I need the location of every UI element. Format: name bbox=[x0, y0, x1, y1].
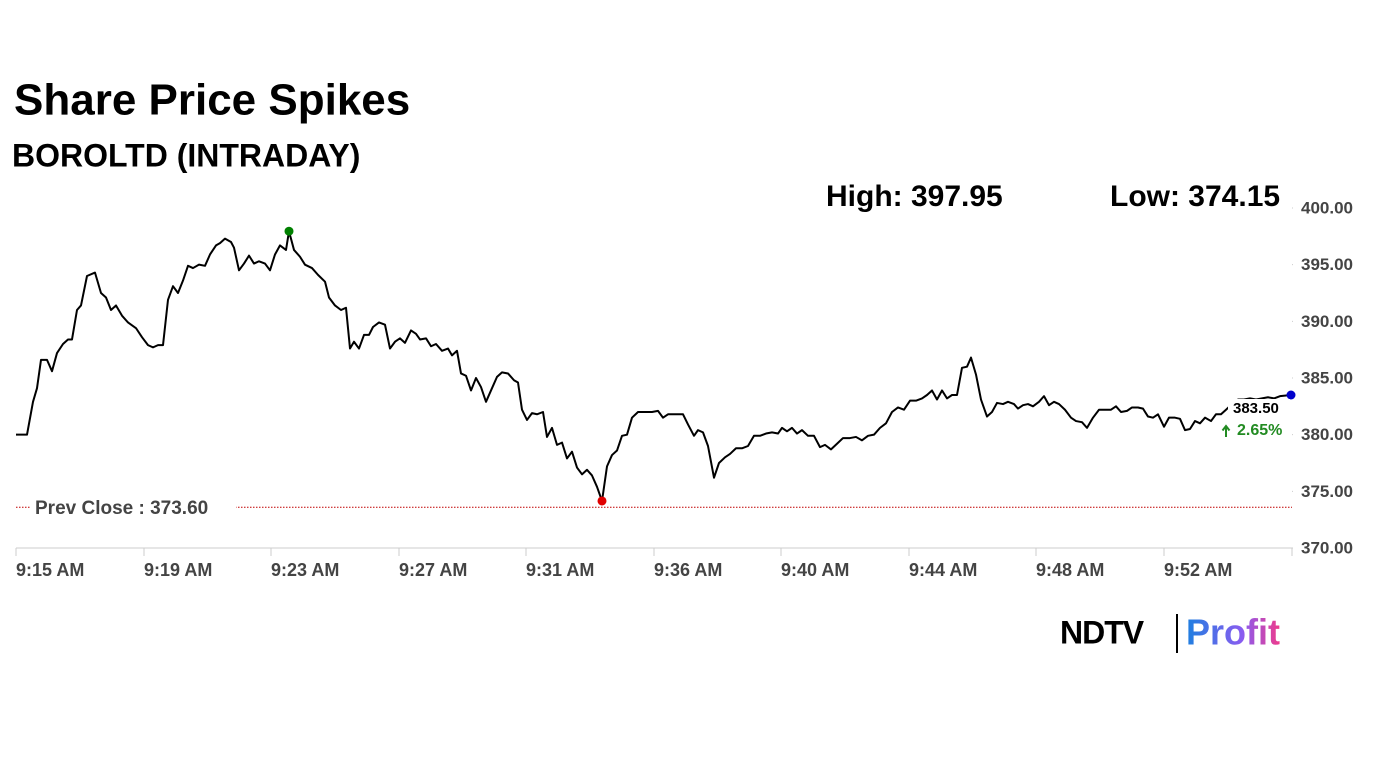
low-label: Low: 374.15 bbox=[1110, 180, 1280, 213]
brand-ndtv: NDTV bbox=[1060, 614, 1145, 650]
y-tick-label: 380.00 bbox=[1301, 425, 1353, 444]
change-label: 2.65% bbox=[1237, 422, 1282, 439]
y-tick-label: 375.00 bbox=[1301, 482, 1353, 501]
y-tick-label: 390.00 bbox=[1301, 312, 1353, 331]
brand-profit: Profit bbox=[1186, 612, 1280, 653]
prev-close-label: Prev Close : 373.60 bbox=[35, 498, 208, 519]
x-tick-label: 9:52 AM bbox=[1164, 560, 1232, 580]
x-tick-label: 9:31 AM bbox=[526, 560, 594, 580]
y-tick-label: 385.00 bbox=[1301, 368, 1353, 387]
high-marker bbox=[284, 226, 294, 236]
x-tick-label: 9:19 AM bbox=[144, 560, 212, 580]
x-tick-label: 9:44 AM bbox=[909, 560, 977, 580]
y-tick-label: 395.00 bbox=[1301, 255, 1353, 274]
x-tick-label: 9:15 AM bbox=[16, 560, 84, 580]
last-price-label: 383.50 bbox=[1233, 400, 1279, 417]
x-tick-label: 9:36 AM bbox=[654, 560, 722, 580]
x-tick-label: 9:27 AM bbox=[399, 560, 467, 580]
x-tick-label: 9:40 AM bbox=[781, 560, 849, 580]
low-marker bbox=[597, 496, 607, 506]
price-line bbox=[16, 230, 1292, 502]
x-tick-label: 9:48 AM bbox=[1036, 560, 1104, 580]
chart-title: Share Price Spikes bbox=[14, 76, 410, 125]
prev-close-bg bbox=[30, 495, 236, 520]
last-marker bbox=[1286, 390, 1296, 400]
y-tick-label: 370.00 bbox=[1301, 538, 1353, 557]
high-label: High: 397.95 bbox=[826, 180, 1003, 213]
last-label-bg bbox=[1228, 399, 1290, 439]
y-tick-label: 400.00 bbox=[1301, 198, 1353, 217]
x-tick-label: 9:23 AM bbox=[271, 560, 339, 580]
chart-subtitle: BOROLTD (INTRADAY) bbox=[12, 137, 360, 173]
change-arrow bbox=[1221, 424, 1231, 437]
